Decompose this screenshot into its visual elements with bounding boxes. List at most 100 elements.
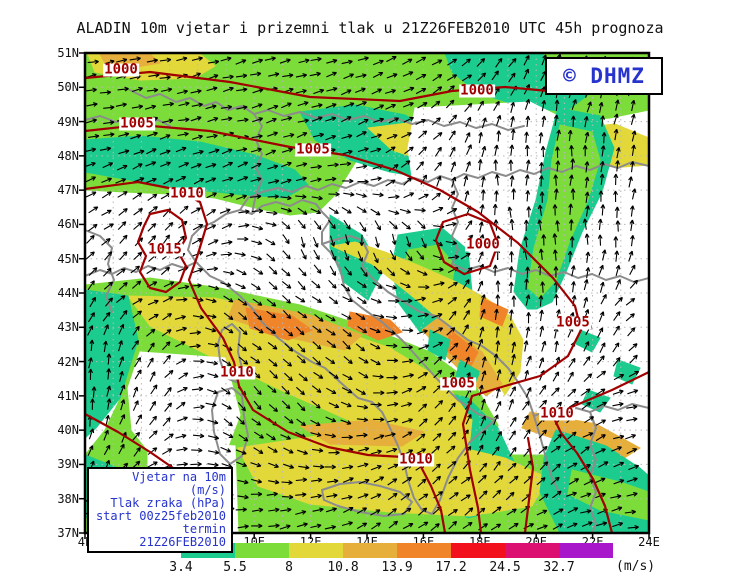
wind-arrow [193,404,205,410]
wind-arrow [509,309,514,321]
wind-arrow [268,403,279,413]
wind-arrow [415,87,427,95]
wind-arrow [189,330,201,336]
wind-arrow [251,240,263,246]
wind-arrow [163,178,174,185]
wind-arrow [325,134,337,141]
wind-speed-region-c5 [245,307,314,341]
wind-arrow [205,177,217,183]
wind-arrow [495,57,503,68]
wind-arrow [102,311,111,322]
wind-arrow [384,329,396,335]
wind-arrow [448,310,457,321]
wind-arrow [385,146,396,154]
wind-arrow [281,268,291,277]
wind-arrow [460,476,471,485]
wind-arrow [600,145,606,157]
wind-arrow [206,360,218,366]
wind-arrow [191,447,203,453]
wind-arrow [629,354,638,364]
wind-arrow [267,342,278,350]
wind-arrow [445,99,455,109]
wind-arrow [525,326,531,338]
wind-arrow [375,236,380,248]
wind-arrow [355,343,366,352]
wind-arrow [446,327,456,336]
wind-arrow [491,70,499,81]
wind-arrow [568,219,574,231]
wind-arrow [510,101,516,113]
wind-arrow [495,294,501,306]
wind-arrow [238,223,250,228]
wind-arrow [403,102,414,108]
wind-arrow [506,508,517,516]
wind-arrow [298,465,310,470]
wind-arrow [326,58,338,64]
wind-arrow [525,115,531,128]
wind-arrow [147,235,157,245]
wind-arrow [385,179,396,187]
wind-arrow [357,147,369,153]
wind-arrow [490,523,502,531]
wind-arrow [495,280,501,292]
wind-arrow [436,175,442,187]
wind-arrow [237,176,249,182]
wind-arrow [268,179,280,184]
wind-arrow [149,371,156,382]
wind-arrow [357,56,369,61]
coastline [451,161,649,181]
wind-arrow [536,524,548,530]
wind-arrow [627,524,639,530]
wind-arrow [447,281,458,289]
wind-arrow [253,385,262,396]
wind-arrow [206,86,218,92]
wind-arrow [341,149,353,155]
wind-arrow [88,368,93,381]
wind-arrow [296,355,306,364]
wind-arrow [205,224,217,231]
wind-arrow [88,267,98,276]
wind-arrow [145,104,157,110]
wind-arrow [340,89,352,96]
wind-arrow [325,103,337,109]
wind-arrow [175,358,187,365]
wind-arrow [130,134,142,140]
wind-arrow [494,174,500,186]
wind-arrow [615,147,621,159]
wind-arrow [282,234,290,245]
wind-arrow [85,251,95,260]
wind-arrow [324,433,337,439]
wind-arrow [385,315,398,320]
wind-arrow [370,449,382,455]
wind-arrow [509,175,515,187]
wind-arrow [283,132,295,138]
wind-arrow [541,99,547,112]
wind-arrow [613,434,625,440]
wind-arrow [343,219,351,230]
wind-arrow [145,177,157,184]
coastline [211,387,249,465]
wind-arrow [584,131,590,143]
wind-arrow [330,249,337,261]
wind-arrow [631,130,637,142]
wind-arrow [521,415,529,426]
legend-color-segment-1 [235,543,289,558]
wind-arrow [541,234,547,246]
wind-arrow [220,446,232,453]
wind-arrow [447,431,457,441]
wind-arrow [524,174,530,186]
wind-arrow [253,326,264,334]
wind-arrow [523,55,530,66]
wind-arrow [598,190,604,202]
wind-arrow [266,117,277,124]
wind-arrow [159,149,171,155]
wind-arrow [464,102,473,112]
wind-arrow [89,296,97,308]
wind-arrow [416,386,427,393]
wind-arrow [116,295,126,304]
wind-arrow [496,369,502,381]
wind-arrow [614,206,620,218]
wind-arrow [223,418,233,427]
wind-arrow [205,251,217,257]
wind-arrow [630,234,635,247]
